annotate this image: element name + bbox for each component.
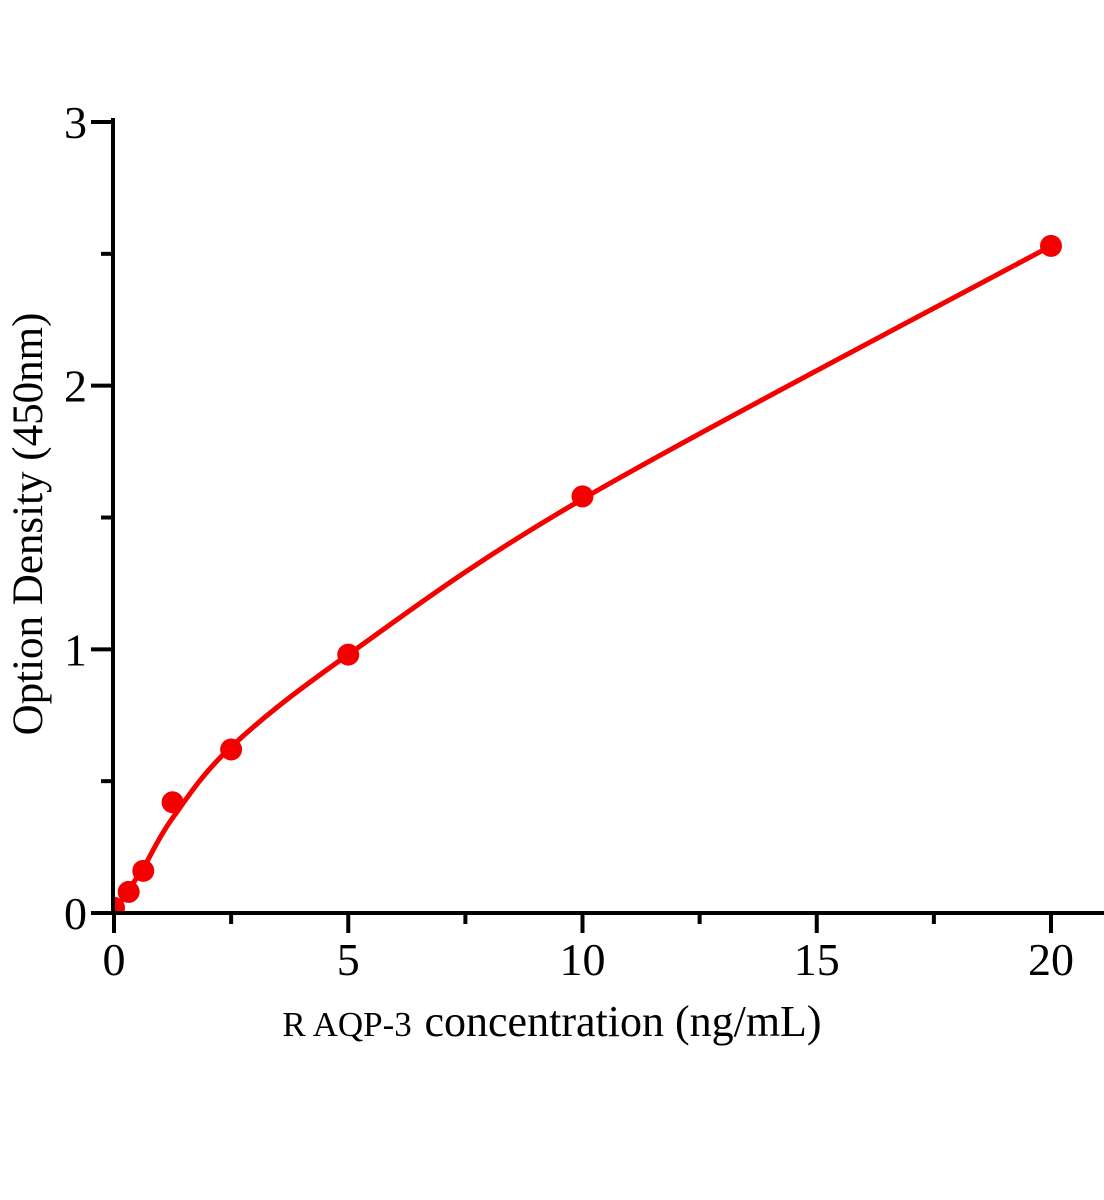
- y-tick-label-0: 0: [64, 888, 87, 939]
- data-point-10ng: [571, 485, 594, 508]
- y-axis-title: Option Density (450nm): [5, 312, 52, 736]
- x-tick-label-15: 15: [794, 934, 840, 985]
- data-point-2.5ng: [220, 738, 243, 761]
- x-axis-title-main: concentration (ng/mL): [424, 997, 822, 1046]
- x-tick-label-0: 0: [103, 934, 126, 985]
- data-point-1.25ng: [161, 791, 184, 814]
- y-tick-label-3: 3: [64, 97, 87, 148]
- axes-layer: [91, 118, 1104, 933]
- data-point-0.625ng: [132, 859, 155, 882]
- data-point-5ng: [337, 643, 360, 666]
- y-tick-label-2: 2: [64, 361, 87, 412]
- data-point-0.313ng: [117, 880, 140, 903]
- x-axis-title-prefix: R AQP-3: [282, 1005, 421, 1044]
- data-layer: [113, 234, 1062, 913]
- x-tick-label-20: 20: [1028, 934, 1074, 985]
- tick-label-layer: 0 5 10 15 20 0 1 2 3: [64, 97, 1074, 985]
- x-axis-title: R AQP-3 concentration (ng/mL): [0, 996, 1104, 1047]
- data-point-20ng: [1040, 234, 1062, 257]
- x-tick-label-10: 10: [560, 934, 606, 985]
- fit-curve: [113, 243, 1054, 913]
- y-tick-label-1: 1: [64, 624, 87, 675]
- x-tick-label-5: 5: [337, 934, 360, 985]
- data-point-0ng: [113, 896, 125, 913]
